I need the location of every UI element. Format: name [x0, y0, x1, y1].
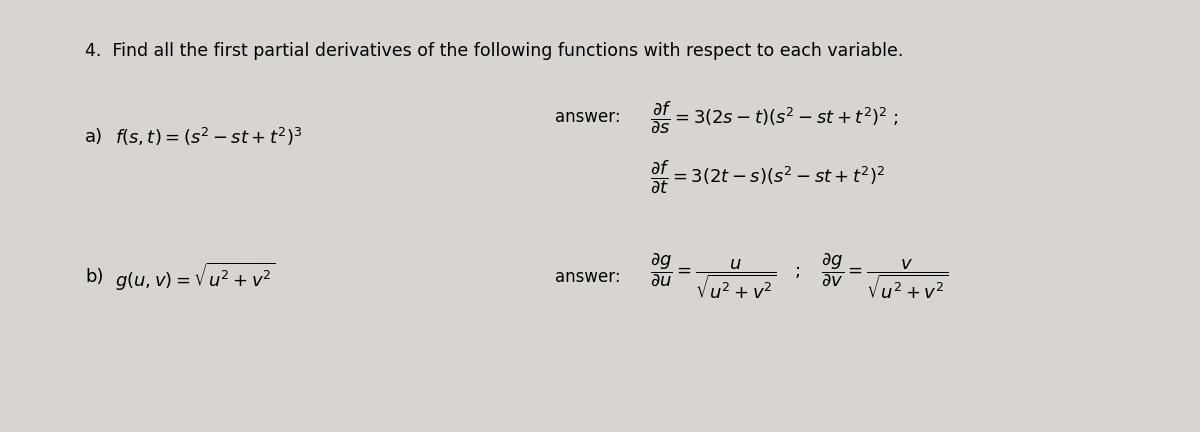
Text: $g(u,v)=\sqrt{u^2+v^2}$: $g(u,v)=\sqrt{u^2+v^2}$ — [115, 261, 275, 293]
Text: answer:: answer: — [554, 108, 620, 126]
Text: 4.  Find all the first partial derivatives of the following functions with respe: 4. Find all the first partial derivative… — [85, 42, 904, 60]
Text: $\dfrac{\partial g}{\partial u}=\dfrac{u}{\sqrt{u^2+v^2}}\quad;\quad\dfrac{\part: $\dfrac{\partial g}{\partial u}=\dfrac{u… — [650, 252, 948, 302]
Text: $f(s,t)=\left(s^2-st+t^2\right)^3$: $f(s,t)=\left(s^2-st+t^2\right)^3$ — [115, 126, 302, 148]
Text: answer:: answer: — [554, 268, 620, 286]
Text: b): b) — [85, 268, 103, 286]
Text: $\dfrac{\partial f}{\partial s}=3(2s-t)\left(s^2-st+t^2\right)^2\;$;: $\dfrac{\partial f}{\partial s}=3(2s-t)\… — [650, 99, 899, 135]
Text: a): a) — [85, 128, 103, 146]
Text: $\dfrac{\partial f}{\partial t}=3(2t-s)\left(s^2-st+t^2\right)^2$: $\dfrac{\partial f}{\partial t}=3(2t-s)\… — [650, 159, 886, 195]
